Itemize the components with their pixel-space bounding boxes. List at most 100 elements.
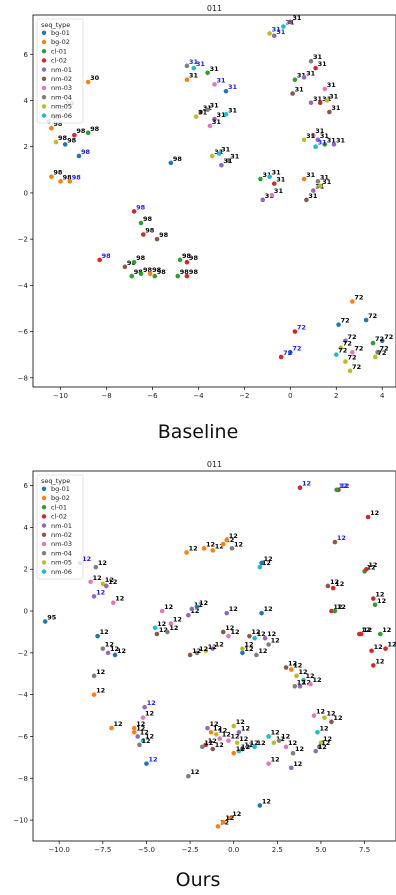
point-label: 72 (368, 312, 377, 320)
legend-entry: bg-01 (51, 29, 70, 37)
legend-entry: nm-04 (51, 93, 72, 101)
legend-entry: bg-01 (51, 485, 70, 493)
point-label: 12 (229, 532, 238, 540)
chart-title: 011 (207, 4, 222, 13)
data-point-nm-02 (283, 665, 289, 670)
legend-marker (41, 30, 47, 35)
point-label: 12 (241, 724, 250, 732)
point-label: 12 (333, 603, 342, 611)
x-tick-label: −8 (101, 392, 111, 400)
point-label: 98 (63, 173, 73, 181)
data-point-nm-01 (105, 650, 111, 656)
x-tick-label: −7.5 (94, 846, 111, 854)
point-label: 12 (337, 534, 346, 542)
data-point-cl-01 (129, 273, 135, 279)
point-label: 12 (271, 637, 280, 645)
point-label: 98 (152, 266, 162, 274)
point-label: 12 (333, 714, 342, 722)
point-label: 31 (217, 76, 227, 84)
data-point-bg-01 (95, 633, 100, 639)
y-tick-label: −6 (18, 733, 29, 741)
data-point-bg-02 (350, 299, 355, 304)
point-label: 12 (306, 672, 315, 680)
point-label: 98 (53, 169, 63, 177)
data-point-nm-01 (219, 162, 224, 168)
data-point-cl-01 (138, 220, 144, 226)
data-point-nm-02 (154, 236, 160, 242)
legend-entry: nm-03 (51, 540, 72, 548)
data-point-bg-02 (201, 546, 207, 551)
point-label: 98 (81, 148, 91, 156)
legend-box (36, 474, 84, 580)
point-label: 12 (105, 641, 114, 649)
data-point-nm-06 (236, 748, 242, 754)
legend-title: seq_type (41, 21, 70, 29)
data-point-nm-03 (226, 738, 231, 743)
legend-entry: nm-06 (51, 112, 72, 120)
data-point-nm-02 (187, 652, 193, 658)
data-point-nm-04 (229, 546, 235, 551)
point-label: 72 (347, 333, 356, 341)
data-point-bg-02 (231, 750, 236, 756)
point-label: 31 (230, 153, 240, 161)
legend-marker (41, 95, 47, 100)
point-label: 12 (264, 555, 273, 563)
point-label: 12 (230, 628, 239, 636)
data-point-nm-03 (283, 744, 289, 750)
point-label: 31 (292, 14, 302, 22)
data-point-nm-06 (140, 738, 146, 743)
data-point-nm-02 (332, 539, 338, 545)
data-point-nm-06 (301, 677, 306, 683)
data-point-cl-01 (131, 259, 137, 265)
point-label: 12 (145, 733, 154, 741)
point-label: 12 (215, 641, 224, 649)
legend-marker (41, 104, 47, 109)
data-point-nm-01 (186, 612, 191, 618)
data-point-nm-05 (301, 137, 307, 143)
point-label: 12 (257, 630, 266, 638)
point-label: 98 (53, 120, 63, 128)
legend-marker (41, 551, 47, 556)
data-point-nm-04 (266, 642, 271, 647)
data-point-cl-02 (131, 209, 137, 214)
data-point-bg-02 (215, 824, 221, 829)
point-label: 31 (196, 60, 206, 68)
legend-marker (41, 486, 47, 491)
point-label: 12 (98, 559, 107, 567)
point-label: 12 (190, 607, 199, 615)
legend-title: seq_type (41, 477, 70, 485)
data-point-nm-05 (193, 114, 199, 119)
data-point-nm-01 (135, 734, 141, 739)
data-point-nm-04 (292, 684, 298, 689)
data-point-nm-03 (140, 715, 146, 720)
point-label: 12 (210, 720, 219, 728)
data-point-nm-03 (110, 600, 116, 605)
point-label: 12 (96, 668, 105, 676)
data-point-bg-02 (131, 729, 137, 735)
data-point-nm-05 (324, 98, 330, 103)
data-point-bg-01 (112, 652, 118, 658)
legend-entry: nm-05 (51, 103, 72, 111)
point-label: 12 (145, 710, 154, 718)
point-label: 98 (145, 227, 155, 235)
point-label: 12 (316, 708, 325, 716)
data-point-nm-04 (375, 350, 380, 355)
data-point-bg-02 (49, 174, 54, 180)
data-point-bg-01 (194, 604, 200, 610)
point-label: 12 (136, 724, 145, 732)
data-point-nm-06 (315, 729, 320, 735)
point-label: 98 (102, 252, 112, 260)
point-label: 98 (189, 268, 199, 276)
data-point-cl-02 (184, 273, 190, 279)
point-label: 12 (244, 741, 253, 749)
data-point-bg-02 (184, 550, 189, 555)
legend-marker (41, 58, 47, 63)
point-label: 12 (232, 810, 241, 818)
data-point-bg-02 (208, 729, 214, 735)
point-label: 12 (323, 735, 332, 743)
data-point-nm-06 (313, 144, 318, 150)
point-label: 12 (302, 678, 311, 686)
point-label: 12 (208, 737, 217, 745)
y-tick-label: −10 (13, 817, 28, 825)
legend-entry: bg-02 (51, 38, 70, 46)
